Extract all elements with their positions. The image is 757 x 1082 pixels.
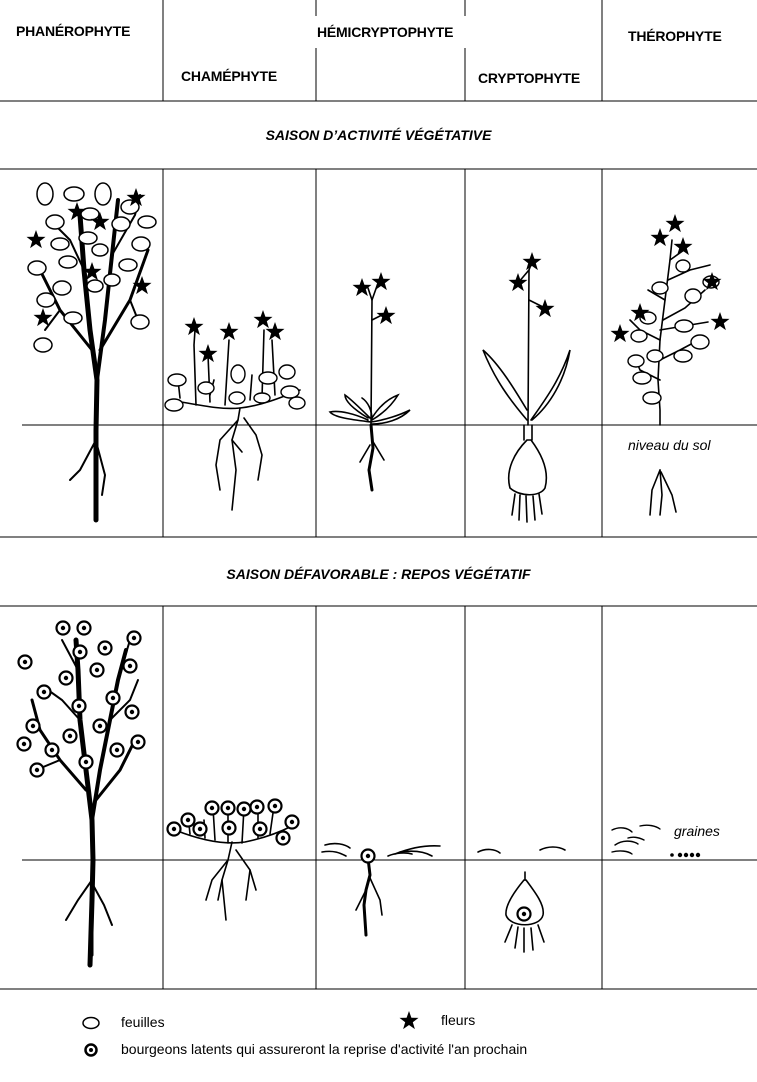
leaf-ellipse-icon (82, 1016, 100, 1030)
chamephyte-active-plant (164, 310, 306, 511)
star-icon (399, 1011, 419, 1030)
header-hemicryptophyte: HÉMICRYPTOPHYTE (317, 24, 454, 40)
seeds-label: graines (674, 823, 720, 839)
legend-leaves-label: feuilles (121, 1014, 165, 1030)
therophyte-active-plant (610, 214, 730, 516)
legend-icons (82, 1011, 419, 1057)
phanerophyte-rest-plant (16, 620, 146, 968)
legend-flowers-label: fleurs (441, 1012, 476, 1028)
header-chamephyte: CHAMÉPHYTE (181, 68, 278, 84)
header-cryptophyte: CRYPTOPHYTE (478, 70, 581, 86)
ground-level-label: niveau du sol (628, 437, 711, 453)
header-phanerophyte: PHANÉROPHYTE (16, 23, 131, 39)
chamephyte-rest-plant (166, 798, 300, 921)
season-active-title: SAISON D’ACTIVITÉ VÉGÉTATIVE (265, 127, 492, 143)
legend-buds-label: bourgeons latents qui assureront la repr… (121, 1041, 528, 1057)
hemicryptophyte-active-plant (328, 272, 411, 492)
grid-lines (0, 0, 757, 990)
cryptophyte-active-plant (482, 252, 571, 523)
season-unfavorable-title: SAISON DÉFAVORABLE : REPOS VÉGÉTATIF (226, 566, 531, 582)
bud-dot-icon (84, 1043, 98, 1057)
hemicryptophyte-rest-plant (321, 842, 441, 937)
cryptophyte-rest-plant (477, 846, 566, 953)
phanerophyte-active-plant (26, 182, 157, 523)
header-therophyte: THÉROPHYTE (628, 28, 722, 44)
therophyte-rest-seeds (611, 824, 701, 858)
